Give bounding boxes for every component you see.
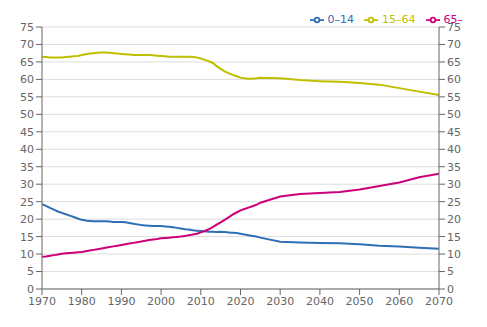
svg-text:75: 75 [447, 21, 461, 34]
svg-text:45: 45 [20, 126, 34, 139]
svg-text:60: 60 [447, 73, 461, 86]
svg-text:60: 60 [20, 73, 34, 86]
svg-text:1980: 1980 [68, 295, 96, 308]
svg-text:30: 30 [447, 178, 461, 191]
svg-text:2070: 2070 [425, 295, 453, 308]
svg-text:2020: 2020 [227, 295, 255, 308]
svg-text:5: 5 [27, 265, 34, 278]
svg-text:35: 35 [20, 161, 34, 174]
svg-text:10: 10 [447, 248, 461, 261]
svg-text:15: 15 [447, 231, 461, 244]
svg-text:40: 40 [20, 143, 34, 156]
svg-text:20: 20 [447, 213, 461, 226]
svg-text:55: 55 [20, 91, 34, 104]
svg-text:25: 25 [20, 196, 34, 209]
svg-text:5: 5 [447, 265, 454, 278]
svg-text:0: 0 [27, 283, 34, 296]
svg-text:1970: 1970 [28, 295, 56, 308]
svg-text:2010: 2010 [187, 295, 215, 308]
svg-text:10: 10 [20, 248, 34, 261]
svg-text:70: 70 [447, 38, 461, 51]
svg-text:1990: 1990 [107, 295, 135, 308]
svg-text:25: 25 [447, 196, 461, 209]
svg-text:2000: 2000 [147, 295, 175, 308]
svg-text:40: 40 [447, 143, 461, 156]
svg-text:55: 55 [447, 91, 461, 104]
svg-text:70: 70 [20, 38, 34, 51]
svg-text:75: 75 [20, 21, 34, 34]
svg-text:2030: 2030 [266, 295, 294, 308]
svg-text:15: 15 [20, 231, 34, 244]
svg-text:20: 20 [20, 213, 34, 226]
svg-text:50: 50 [447, 108, 461, 121]
svg-text:50: 50 [20, 108, 34, 121]
svg-text:2040: 2040 [306, 295, 334, 308]
svg-text:30: 30 [20, 178, 34, 191]
svg-text:2050: 2050 [346, 295, 374, 308]
svg-text:45: 45 [447, 126, 461, 139]
svg-text:35: 35 [447, 161, 461, 174]
svg-text:65: 65 [447, 56, 461, 69]
svg-text:0: 0 [447, 283, 454, 296]
svg-text:65: 65 [20, 56, 34, 69]
svg-text:2060: 2060 [385, 295, 413, 308]
